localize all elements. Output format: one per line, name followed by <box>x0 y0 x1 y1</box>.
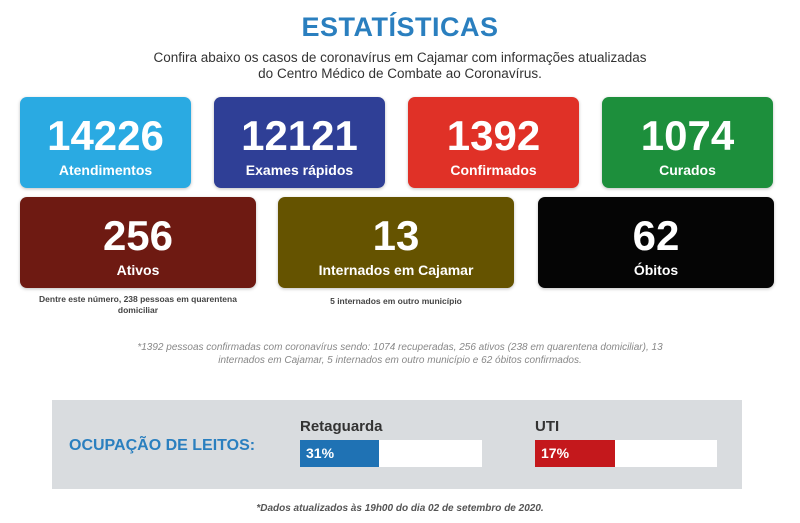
uti-bar: 17% <box>535 440 717 467</box>
exames-value: 12121 <box>241 112 358 159</box>
ativos-note-line-1: Dentre este número, 238 pessoas em quare… <box>39 294 237 304</box>
page-subtitle: Confira abaixo os casos de coronavírus e… <box>150 50 650 82</box>
footnote-line-1: *1392 pessoas confirmadas com coronavíru… <box>137 342 663 353</box>
internados-note: 5 internados em outro município <box>330 296 462 306</box>
ativos-label: Ativos <box>116 262 160 278</box>
curados-label: Curados <box>659 162 716 178</box>
card-obitos: 62 Óbitos <box>538 197 774 288</box>
confirmados-label: Confirmados <box>450 162 537 178</box>
subtitle-line-1: Confira abaixo os casos de coronavírus e… <box>153 50 647 65</box>
retaguarda-bar-fill <box>300 440 379 467</box>
curados-value: 1074 <box>640 112 735 159</box>
card-confirmados: 1392 Confirmados <box>408 97 579 188</box>
obitos-value: 62 <box>632 212 680 259</box>
confirmados-value: 1392 <box>446 112 541 159</box>
ativos-value: 256 <box>102 212 174 259</box>
cases-footnote: *1392 pessoas confirmadas com coronavíru… <box>115 341 685 367</box>
uti-bar-fill <box>535 440 615 467</box>
internados-label: Internados em Cajamar <box>318 262 474 278</box>
card-exames-rapidos: 12121 Exames rápidos <box>214 97 385 188</box>
page-title: ESTATÍSTICAS <box>301 12 499 42</box>
card-ativos: 256 Ativos <box>20 197 256 288</box>
last-updated: *Dados atualizados às 19h00 do dia 02 de… <box>256 503 544 514</box>
obitos-label: Óbitos <box>633 262 679 278</box>
uti-percent: 17% <box>541 445 570 461</box>
subtitle-line-2: do Centro Médico de Combate ao Coronavír… <box>258 66 542 81</box>
card-curados: 1074 Curados <box>602 97 773 188</box>
exames-label: Exames rápidos <box>245 162 354 178</box>
retaguarda-percent: 31% <box>306 445 335 461</box>
retaguarda-label: Retaguarda <box>300 418 383 435</box>
ativos-note-line-2: domiciliar <box>117 305 159 315</box>
retaguarda-bar: 31% <box>300 440 482 467</box>
footnote-line-2: internados em Cajamar, 5 internados em o… <box>218 355 582 366</box>
atendimentos-value: 14226 <box>47 112 164 159</box>
card-atendimentos: 14226 Atendimentos <box>20 97 191 188</box>
atendimentos-label: Atendimentos <box>58 162 153 178</box>
uti-label: UTI <box>535 418 560 435</box>
internados-value: 13 <box>372 212 420 259</box>
bed-occupancy-title: OCUPAÇÃO DE LEITOS: <box>69 437 256 454</box>
card-internados: 13 Internados em Cajamar <box>278 197 514 288</box>
ativos-note: Dentre este número, 238 pessoas em quare… <box>20 294 256 316</box>
bed-occupancy-panel: OCUPAÇÃO DE LEITOS: Retaguarda 31% UTI 1… <box>52 400 742 489</box>
